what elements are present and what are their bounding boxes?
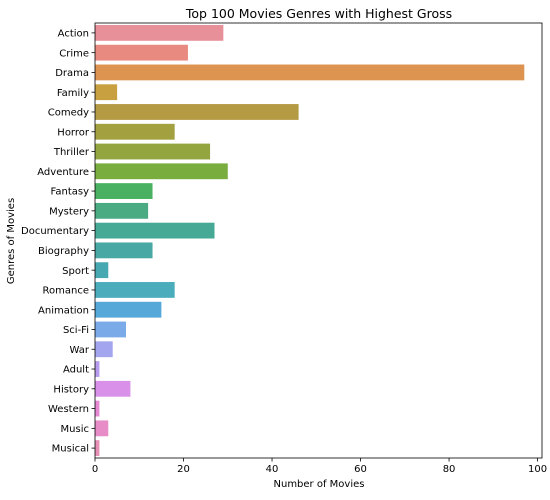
y-tick-label: Adventure bbox=[37, 167, 89, 178]
y-tick-label: Crime bbox=[59, 48, 89, 59]
bar-thriller bbox=[95, 144, 210, 160]
y-tick-label: Sport bbox=[62, 266, 89, 277]
y-tick-label: Comedy bbox=[48, 108, 89, 119]
x-tick-label: 0 bbox=[92, 464, 98, 475]
y-tick-label: Western bbox=[48, 404, 89, 415]
y-axis-label: Genres of Movies bbox=[6, 198, 17, 284]
y-tick-label: Thriller bbox=[53, 147, 90, 158]
bar-musical bbox=[95, 440, 99, 456]
y-tick-label: Fantasy bbox=[51, 187, 90, 198]
bar-sport bbox=[95, 262, 108, 278]
x-tick-label: 20 bbox=[177, 464, 190, 475]
x-tick-label: 80 bbox=[443, 464, 456, 475]
x-tick-label: 40 bbox=[266, 464, 279, 475]
y-tick-label: Drama bbox=[55, 68, 89, 79]
bar-action bbox=[95, 25, 223, 41]
y-tick-label: Musical bbox=[52, 444, 89, 455]
bars-layer bbox=[95, 25, 524, 456]
bar-mystery bbox=[95, 203, 148, 219]
bar-fantasy bbox=[95, 183, 153, 199]
bar-history bbox=[95, 381, 130, 397]
y-tick-label: Biography bbox=[38, 246, 89, 257]
bar-music bbox=[95, 420, 108, 436]
chart-title: Top 100 Movies Genres with Highest Gross bbox=[185, 6, 452, 21]
bar-drama bbox=[95, 65, 524, 81]
y-tick-label: Horror bbox=[57, 127, 90, 138]
bar-crime bbox=[95, 45, 188, 61]
bar-adventure bbox=[95, 163, 228, 179]
bar-adult bbox=[95, 361, 99, 377]
bar-sci-fi bbox=[95, 322, 126, 338]
x-axis-label: Number of Movies bbox=[274, 479, 365, 490]
bar-documentary bbox=[95, 223, 214, 239]
bar-horror bbox=[95, 124, 175, 140]
bar-war bbox=[95, 341, 113, 357]
x-tick-label: 100 bbox=[528, 464, 547, 475]
plot-frame bbox=[95, 23, 542, 458]
y-tick-label: Documentary bbox=[21, 226, 89, 237]
y-tick-label: Mystery bbox=[49, 206, 89, 217]
bar-family bbox=[95, 84, 117, 100]
y-tick-label: Romance bbox=[43, 286, 89, 297]
y-tick-label: War bbox=[70, 345, 90, 356]
bar-western bbox=[95, 401, 99, 417]
y-tick-label: Animation bbox=[38, 305, 89, 316]
bar-comedy bbox=[95, 104, 299, 120]
y-tick-label: Action bbox=[58, 28, 89, 39]
bar-romance bbox=[95, 282, 175, 298]
y-tick-label: Music bbox=[61, 424, 89, 435]
bar-animation bbox=[95, 302, 161, 318]
y-tick-label: Adult bbox=[63, 365, 89, 376]
bar-biography bbox=[95, 242, 153, 258]
y-tick-label: Sci-Fi bbox=[63, 325, 89, 336]
y-tick-label: Family bbox=[57, 88, 89, 99]
y-tick-label: History bbox=[53, 384, 89, 395]
x-tick-label: 60 bbox=[354, 464, 367, 475]
